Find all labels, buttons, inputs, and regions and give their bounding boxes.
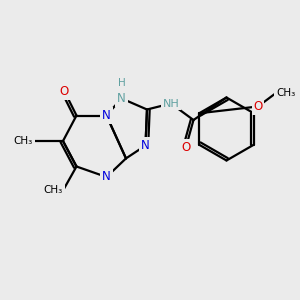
Text: CH₃: CH₃ xyxy=(276,88,295,98)
Text: O: O xyxy=(60,85,69,98)
Text: N: N xyxy=(141,139,150,152)
Text: N: N xyxy=(102,109,111,122)
Text: O: O xyxy=(254,100,262,113)
Text: CH₃: CH₃ xyxy=(44,185,63,196)
Text: NH: NH xyxy=(163,98,179,109)
Text: O: O xyxy=(182,140,190,154)
Text: N: N xyxy=(117,92,126,105)
Text: H: H xyxy=(118,78,125,88)
Text: N: N xyxy=(102,170,111,184)
Text: CH₃: CH₃ xyxy=(14,136,33,146)
